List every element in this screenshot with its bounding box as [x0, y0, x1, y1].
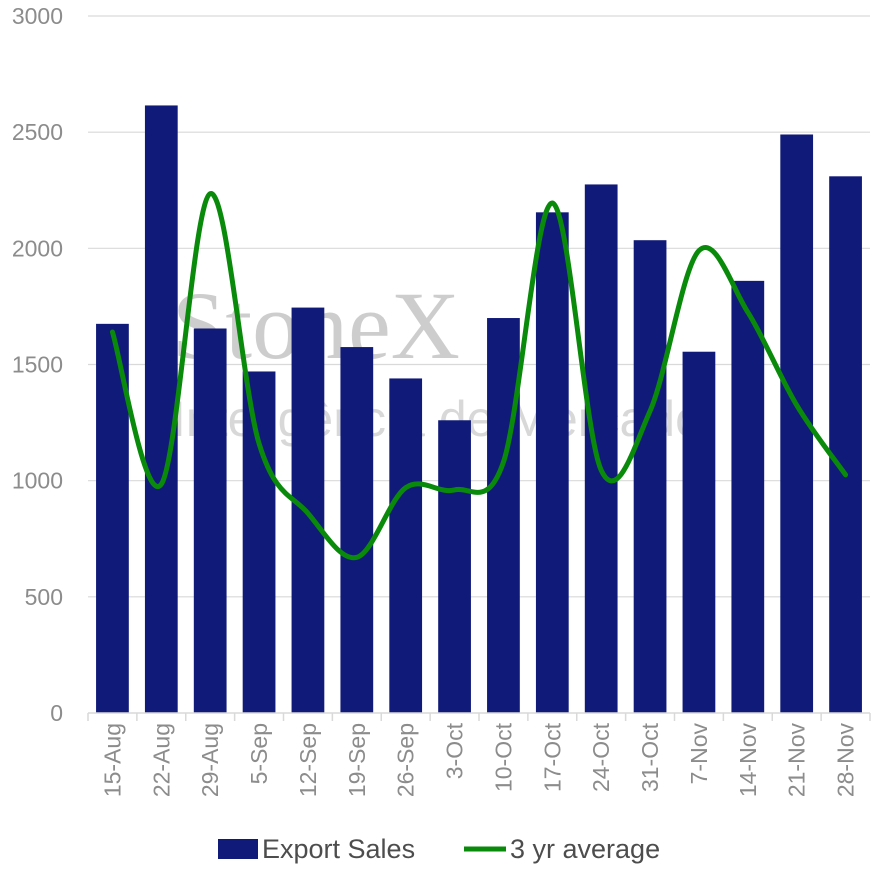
legend-swatch-export-sales — [218, 839, 258, 859]
bar-29-Aug — [193, 328, 227, 713]
bar-31-Oct — [633, 240, 667, 713]
x-tick-label: 12-Sep — [295, 723, 321, 797]
x-tick-label: 28-Nov — [833, 723, 859, 798]
x-tick-label: 22-Aug — [148, 723, 174, 797]
bar-3-Oct — [438, 420, 471, 713]
x-axis: 15-Aug 22-Aug 29-Aug 5-Sep 12-Sep 19-Sep 26-Se… — [87, 712, 871, 798]
x-tick-label: 24-Oct — [588, 722, 614, 792]
bar-10-Oct — [487, 318, 520, 713]
line-3yr-average — [109, 191, 849, 561]
legend-label-export-sales: Export Sales — [262, 834, 415, 864]
bar-24-Oct — [584, 184, 618, 714]
x-tick-label: 31-Oct — [637, 722, 663, 792]
y-tick-label: 1500 — [12, 352, 63, 378]
x-tick-label: 3-Oct — [442, 722, 468, 779]
bar-26-Sep — [389, 378, 423, 713]
x-tick-label: 7-Nov — [686, 723, 712, 785]
y-tick-label: 500 — [25, 584, 63, 610]
y-axis-tick-labels: 0 500 1000 1500 2000 2500 3000 — [12, 3, 63, 726]
bar-17-Oct — [535, 212, 569, 714]
x-tick-label: 21-Nov — [784, 723, 810, 798]
x-tick-label: 10-Oct — [490, 722, 516, 792]
y-tick-label: 2000 — [12, 235, 63, 261]
y-tick-label: 3000 — [12, 3, 63, 29]
bar-5-Sep — [242, 371, 276, 713]
x-tick-label: 17-Oct — [539, 722, 565, 792]
bar-14-Nov — [731, 280, 765, 713]
y-tick-label: 0 — [50, 700, 63, 726]
legend-label-3yr-average: 3 yr average — [510, 834, 660, 864]
x-tick-label: 15-Aug — [99, 723, 125, 797]
y-tick-label: 1000 — [12, 468, 63, 494]
x-tick-label: 29-Aug — [197, 723, 223, 797]
x-tick-label: 5-Sep — [246, 723, 272, 784]
bar-19-Sep — [340, 347, 374, 713]
three-yr-average-line — [109, 191, 849, 561]
legend: Export Sales 3 yr average — [218, 834, 660, 864]
bar-22-Aug — [144, 105, 178, 713]
x-tick-label: 19-Sep — [344, 723, 370, 797]
bar-7-Nov — [682, 351, 716, 713]
x-tick-label: 26-Sep — [393, 723, 419, 797]
export-sales-bars — [96, 105, 862, 714]
y-tick-label: 2500 — [12, 119, 63, 145]
x-tick-label: 14-Nov — [735, 723, 761, 798]
bar-28-Nov — [829, 176, 862, 713]
